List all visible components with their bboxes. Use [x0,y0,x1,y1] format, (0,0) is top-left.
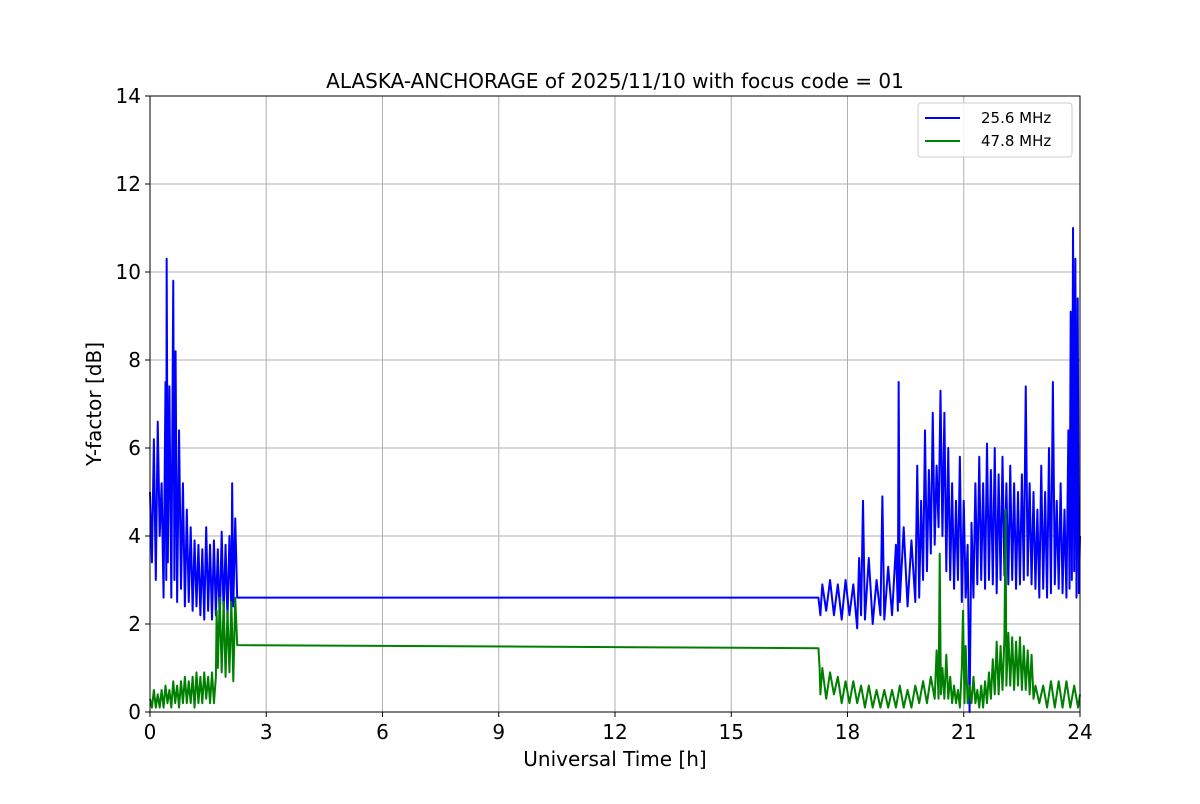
legend-label-47-8-mhz: 47.8 MHz [981,132,1051,150]
series-lines [149,227,1081,713]
y-tick-label: 0 [128,700,141,724]
y-tick-label: 4 [128,524,141,548]
x-tick-label: 15 [719,720,744,744]
x-tick-label: 24 [1067,720,1092,744]
x-axis-label: Universal Time [h] [523,747,706,771]
legend-label-25-6-mhz: 25.6 MHz [981,109,1051,127]
x-tick-label: 9 [492,720,505,744]
legend: 25.6 MHz 47.8 MHz [917,102,1073,158]
x-tick-label: 0 [144,720,157,744]
x-tick-label: 6 [376,720,389,744]
y-tick-label: 14 [116,84,141,108]
y-tick-label: 10 [116,260,141,284]
x-tick-label: 12 [602,720,627,744]
y-axis-label: Y-factor [dB] [82,342,106,467]
x-tick-label: 21 [951,720,976,744]
y-tick-label: 12 [116,172,141,196]
x-tick-label: 3 [260,720,273,744]
y-tick-label: 6 [128,436,141,460]
series-line-25-6-mhz [149,227,1081,713]
legend-box [917,102,1073,158]
chart-title: ALASKA-ANCHORAGE of 2025/11/10 with focu… [326,69,904,93]
y-tick-label: 8 [128,348,141,372]
x-tick-label: 18 [835,720,860,744]
series-line-47-8-mhz [149,508,1081,709]
y-tick-label: 2 [128,612,141,636]
